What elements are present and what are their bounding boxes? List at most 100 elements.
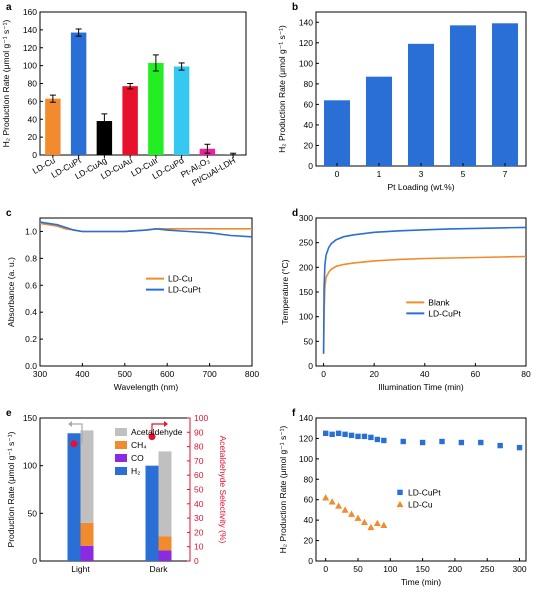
panel-d-ytick-label: 50	[304, 336, 314, 346]
panel-e-y2tick-label: 30	[194, 513, 204, 523]
panel-c-ytick-label: 0.0	[25, 361, 37, 371]
panel-b-xtick-label: 3	[419, 169, 424, 179]
panel-e-ytick-label: 150	[23, 413, 37, 423]
panel-f-xtick-label: 150	[416, 564, 430, 574]
panel-d-xtick-label: 80	[521, 369, 531, 379]
panel-e-legend-swatch	[115, 441, 127, 449]
panel-d-ytick-label: 250	[299, 238, 313, 248]
panel-a-ytick-label: 100	[23, 61, 37, 71]
panel-d-legend-label: Blank	[428, 297, 450, 307]
panel-e-arrow-right	[151, 423, 164, 437]
panel-d-series-line	[322, 255, 527, 354]
panel-a-ylabel: H₂ Production Rate (μmol g⁻¹ s⁻¹)	[1, 19, 11, 147]
panel-f-ylabel: H₂ Production Rate (μmol g⁻¹ s⁻¹)	[278, 425, 288, 553]
panel-f-point-square	[335, 430, 342, 437]
panel-a-ytick-label: 0	[32, 150, 37, 160]
panel-f-ytick-label: 140	[299, 413, 313, 423]
panel-e-ytick-label: 100	[23, 461, 37, 471]
panel-b-bar	[491, 23, 519, 166]
panel-e-y2tick-label: 100	[194, 413, 208, 423]
panel-a-ytick-label: 120	[23, 43, 37, 53]
panel-d-legend-label: LD-CuPt	[428, 308, 461, 318]
panel-d-xtick-label: 40	[420, 369, 430, 379]
panel-e-ytick-label: 0	[32, 556, 37, 566]
panel-e-legend-label: H₂	[131, 466, 140, 476]
panel-e-legend-label: CO	[131, 453, 144, 463]
panel-f-ytick-label: 0	[308, 556, 313, 566]
panel-a-ytick-label: 60	[28, 96, 38, 106]
panel-letter-d: d	[292, 208, 298, 219]
panel-e-ytick-label: 50	[28, 508, 38, 518]
panel-e-y2tick-label: 50	[194, 485, 204, 495]
panel-f-point-square	[419, 439, 426, 446]
panel-e-bar-stack	[158, 536, 172, 551]
panel-c-xtick-label: 300	[33, 369, 47, 379]
panel-d-ytick-label: 200	[299, 262, 313, 272]
panel-e-bar-stack	[158, 451, 172, 537]
panel-b-bar	[323, 100, 351, 166]
panel-b-xtick-label: 1	[377, 169, 382, 179]
panel-a-bar	[173, 66, 190, 155]
panel-f-point-square	[381, 437, 387, 444]
panel-e-y2tick-label: 10	[194, 542, 204, 552]
panel-f-point-square	[478, 439, 484, 446]
panel-e-xtick-label: Dark	[150, 564, 169, 574]
panel-f-point-triangle	[341, 506, 349, 513]
panel-f-xtick-label: 250	[480, 564, 494, 574]
panel-e-y2tick-label: 80	[194, 442, 204, 452]
panel-f-ytick-label: 20	[304, 536, 314, 546]
panel-b-bar	[407, 43, 435, 166]
panel-e-y2label: Acetaldehyde Selectivity (%)	[218, 436, 228, 544]
panel-d-xtick-label: 0	[321, 369, 326, 379]
panel-b-bar	[449, 25, 477, 167]
panel-e-legend-label: Acetaldehyde	[131, 427, 183, 437]
panel-b-ytick-label: 140	[299, 17, 313, 27]
panel-b-xtick-label: 7	[503, 169, 508, 179]
panel-f-point-triangle	[348, 510, 356, 517]
panel-e-legend-swatch	[115, 428, 127, 436]
panel-c-ytick-label: 0.8	[25, 253, 37, 263]
panel-e-legend-label: CH₄	[131, 440, 147, 450]
panel-f-legend-label: LD-CuPt	[408, 487, 441, 497]
panel-c-frame	[39, 217, 253, 367]
panel-c-ylabel: Absorbance (a. u.)	[6, 257, 16, 327]
panel-b-ytick-label: 60	[304, 99, 314, 109]
panel-c-legend-label: LD-Cu	[168, 274, 193, 284]
panel-f-point-triangle	[380, 521, 388, 529]
panel-f-point-square	[342, 431, 348, 438]
panel-e-ylabel: Production Rate (μmol g⁻¹ s⁻¹)	[6, 431, 16, 547]
panel-f-xtick-label: 200	[448, 564, 462, 574]
panel-f-point-triangle	[373, 519, 381, 527]
panel-f-frame	[315, 417, 527, 562]
panel-f-point-square	[361, 433, 368, 440]
panel-b-ytick-label: 100	[299, 58, 313, 68]
panel-f-xtick-label: 50	[353, 564, 363, 574]
panel-f-point-triangle	[328, 498, 336, 505]
panel-c-xtick-label: 400	[75, 369, 89, 379]
panel-f-point-triangle	[322, 494, 330, 501]
panel-c-ytick-label: 0.2	[25, 334, 37, 344]
panel-f-ytick-label: 100	[299, 454, 313, 464]
panel-f-point-square	[368, 434, 374, 441]
panel-c-xtick-label: 800	[245, 369, 259, 379]
panel-a-bar	[45, 98, 61, 155]
panel-a-ytick-label: 80	[28, 79, 38, 89]
panel-c-ytick-label: 0.4	[25, 307, 37, 317]
panel-letter-a: a	[6, 2, 12, 13]
panel-b-ytick-label: 20	[304, 140, 314, 150]
panel-e-legend-swatch	[115, 454, 127, 462]
panel-a-bar	[96, 121, 113, 155]
panel-c-ytick-label: 0.6	[25, 280, 37, 290]
panel-f-legend-label: LD-Cu	[408, 499, 433, 509]
panel-letter-c: c	[6, 208, 12, 219]
panel-d-ytick-label: 300	[299, 213, 313, 223]
panel-letter-f: f	[292, 408, 296, 419]
panel-e-legend-swatch	[115, 467, 127, 475]
panel-letter-e: e	[6, 408, 12, 419]
panel-f-legend-marker	[396, 500, 404, 508]
panel-f-point-square	[355, 433, 361, 440]
panel-b-ylabel: H₂ Production Rate (μmol g⁻¹ s⁻¹)	[277, 25, 287, 153]
panel-c-ytick-label: 1.0	[25, 226, 37, 236]
panel-f-point-triangle	[367, 523, 375, 531]
panel-f-point-triangle	[354, 514, 362, 521]
